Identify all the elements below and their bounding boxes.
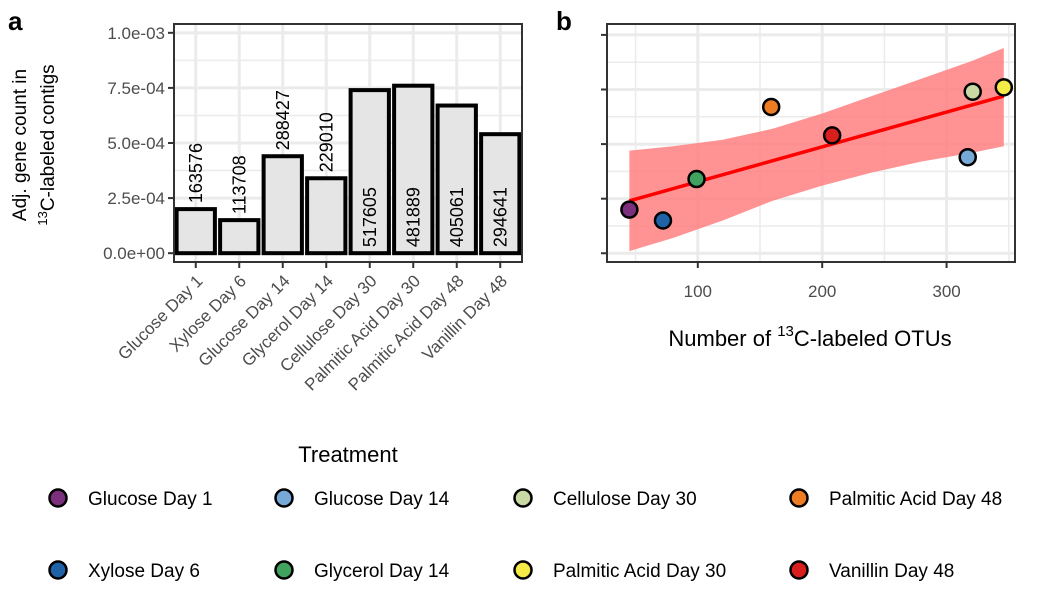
legend-swatch <box>789 488 809 508</box>
bar <box>174 207 217 256</box>
bar <box>479 132 522 256</box>
x-tick-label: 100 <box>684 282 712 301</box>
bar <box>218 218 261 256</box>
data-point <box>620 200 639 219</box>
bar-value-label: 113708 <box>229 155 249 214</box>
legend-label: Glucose Day 1 <box>88 489 213 510</box>
bar <box>261 154 304 256</box>
legend-swatch <box>789 560 809 580</box>
plot-border <box>606 23 1016 263</box>
y-axis-title-superscript: 13 <box>35 211 50 225</box>
legend-label: Vanillin Day 48 <box>829 561 954 582</box>
legend-swatch <box>48 560 68 580</box>
data-point <box>687 169 706 189</box>
x-axis-title-superscript: 13 <box>777 323 794 340</box>
legend-swatch <box>513 560 533 580</box>
y-tick-label: 0.0e+00 <box>103 244 165 263</box>
legend-item: Glycerol Day 14 <box>274 560 450 582</box>
bar <box>435 103 478 256</box>
y-tick-label: 7.5e-04 <box>107 79 165 98</box>
bar <box>392 83 435 256</box>
bar-value-label: 163576 <box>186 143 206 203</box>
legend-item: Palmitic Acid Day 48 <box>789 488 1002 510</box>
x-axis-title: Treatment <box>298 442 397 467</box>
bar-value-label: 481889 <box>403 187 423 247</box>
legend-label: Palmitic Acid Day 30 <box>553 561 726 582</box>
bar-value-label: 288427 <box>273 90 293 150</box>
data-point <box>963 82 982 101</box>
data-point <box>994 78 1014 97</box>
y-axis-title-line1: Adj. gene count in <box>10 69 31 221</box>
data-point <box>653 211 673 230</box>
data-point <box>761 97 781 117</box>
legend-item: Glucose Day 1 <box>48 488 213 510</box>
legend-label: Palmitic Acid Day 48 <box>829 489 1002 510</box>
x-axis-title: Number of 13C-labeled OTUs <box>668 323 951 351</box>
legend-swatch <box>513 488 533 508</box>
legend-swatch <box>274 488 294 508</box>
bar-value-label: 517605 <box>360 187 380 247</box>
data-point <box>822 126 842 145</box>
bar-value-label: 294641 <box>490 187 510 247</box>
x-tick-label: 300 <box>932 282 960 301</box>
x-axis-title-suffix: C-labeled OTUs <box>794 326 952 351</box>
y-tick-label: 1.0e-03 <box>107 24 165 43</box>
y-axis-title-text: C-labeled contigs <box>38 64 59 211</box>
legend-label: Glucose Day 14 <box>314 489 450 510</box>
legend-swatch <box>48 488 68 508</box>
data-point <box>958 147 977 167</box>
scatter-chart-panel: 100 200 300 Number of 13C-labeled OTUs <box>601 23 1016 351</box>
legend-label: Cellulose Day 30 <box>553 489 697 510</box>
bar-chart-panel: 163576 113708 288427 229010 517605 481889 4050… <box>10 23 523 467</box>
legend-item: Glucose Day 14 <box>274 488 450 510</box>
bar <box>305 176 348 256</box>
legend-swatch <box>274 560 294 580</box>
x-axis-title-prefix: Number of <box>668 326 777 351</box>
y-axis-title-line2: 13C-labeled contigs <box>35 64 59 225</box>
bar-value-label: 405061 <box>447 187 467 247</box>
x-tick-label: 200 <box>808 282 836 301</box>
legend-item: Vanillin Day 48 <box>789 560 954 582</box>
legend-item: Cellulose Day 30 <box>513 488 697 510</box>
bar <box>348 88 391 256</box>
legend-item: Xylose Day 6 <box>48 560 200 582</box>
legend: Glucose Day 1 Glucose Day 14 Cellulose Day… <box>48 488 1002 582</box>
y-tick-label: 2.5e-04 <box>107 189 165 208</box>
legend-label: Xylose Day 6 <box>88 561 200 582</box>
panel-label-a: a <box>8 6 23 36</box>
legend-label: Glycerol Day 14 <box>314 561 450 582</box>
panel-label-b: b <box>556 6 572 36</box>
y-tick-label: 5.0e-04 <box>107 134 165 153</box>
legend-item: Palmitic Acid Day 30 <box>513 560 726 582</box>
bar-value-label: 229010 <box>316 112 336 172</box>
